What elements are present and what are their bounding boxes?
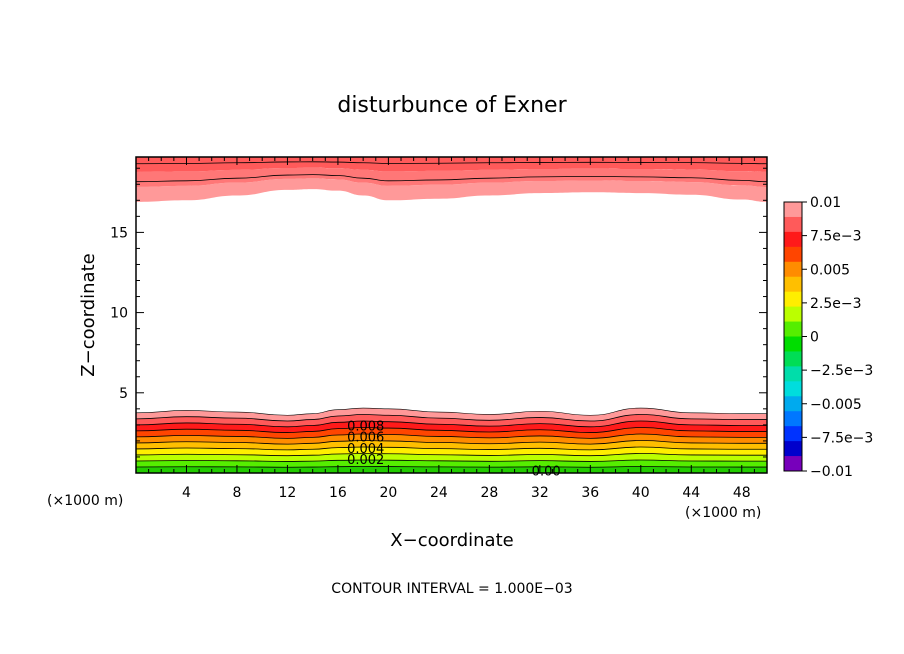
- colorbar-swatch: [784, 246, 802, 263]
- contour-line: [135, 453, 768, 457]
- contour-line: [135, 466, 767, 468]
- colorbar-swatch: [784, 441, 802, 457]
- colorbar-tick-label: 7.5e−3: [810, 229, 862, 245]
- field-band-top: [136, 157, 767, 172]
- field-band-bottom: [136, 414, 767, 427]
- x-tick-label: 28: [480, 485, 498, 501]
- contour-line: [135, 161, 768, 165]
- colorbar-swatch: [784, 396, 802, 412]
- contour-interval-note: CONTOUR INTERVAL = 1.000E−03: [331, 581, 572, 597]
- colorbar: 0.01 7.5e−3 0.005 2.5e−3 0 −2.5e−3 −0.005 −7.5e…: [783, 195, 873, 480]
- contour-label: 0.008: [347, 419, 384, 434]
- colorbar-tick-label: −2.5e−3: [810, 363, 873, 379]
- x-tick-label: 8: [232, 485, 241, 501]
- field-band-bottom: [136, 421, 767, 433]
- colorbar-tick-label: −0.005: [810, 397, 862, 413]
- contour-line: [135, 433, 767, 439]
- contour-label: 0.002: [347, 453, 384, 468]
- colorbar-swatch: [784, 381, 802, 397]
- contour-line: [135, 440, 767, 445]
- y-axis: 5 10 15: [110, 167, 767, 458]
- colorbar-swatch: [784, 426, 802, 442]
- x-tick-label: 40: [632, 485, 650, 501]
- contour-label: 0.00: [532, 464, 561, 479]
- colorbar-swatch: [784, 366, 802, 382]
- colorbar-tick-label: −7.5e−3: [810, 430, 873, 446]
- x-tick-label: 20: [379, 485, 397, 501]
- colorbar-swatch: [784, 306, 802, 323]
- x-axis-label: X−coordinate: [390, 530, 513, 551]
- colorbar-swatch: [784, 202, 802, 218]
- chart-title: disturbunce of Exner: [337, 93, 567, 118]
- plot-field: [135, 157, 768, 473]
- y-tick-label: 10: [110, 306, 128, 322]
- colorbar-swatch: [784, 231, 802, 248]
- x-unit-left: (×1000 m): [47, 493, 123, 509]
- x-tick-label: 24: [430, 485, 448, 501]
- contour-line: [135, 427, 767, 433]
- field-band-bottom: [136, 427, 767, 439]
- colorbar-tick-label: 0: [810, 330, 819, 346]
- y-axis-label: Z−coordinate: [78, 253, 99, 376]
- colorbar-swatch: [784, 216, 802, 233]
- x-unit-right: (×1000 m): [685, 505, 761, 521]
- field-band-bottom: [136, 434, 767, 445]
- colorbar-swatch: [784, 351, 802, 367]
- x-tick-label: 48: [733, 485, 751, 501]
- contour-line: [135, 420, 767, 428]
- field-band-bottom: [136, 453, 767, 462]
- contour-line: [135, 446, 767, 451]
- contour-line: [135, 174, 768, 183]
- colorbar-swatch: [784, 291, 802, 308]
- contour-line: [135, 459, 767, 462]
- x-tick-label: 32: [531, 485, 549, 501]
- y-tick-label: 15: [110, 225, 128, 241]
- contour-label: 0.006: [347, 431, 384, 446]
- y-tick-label: 5: [119, 386, 128, 402]
- x-tick-label: 16: [329, 485, 347, 501]
- colorbar-tick-label: 2.5e−3: [810, 296, 862, 312]
- x-tick-label: 12: [279, 485, 297, 501]
- contour-label: 0.004: [347, 442, 384, 457]
- field-band-bottom: [136, 440, 767, 450]
- field-band-bottom: [136, 408, 767, 422]
- colorbar-tick-label: −0.01: [810, 464, 853, 480]
- colorbar-swatch: [784, 321, 802, 337]
- colorbar-swatch: [784, 411, 802, 427]
- colorbar-swatch: [784, 276, 802, 293]
- x-tick-label: 36: [581, 485, 599, 501]
- colorbar-swatch: [784, 336, 802, 352]
- colorbar-tick-label: 0.01: [810, 195, 841, 211]
- field-band-top: [136, 167, 767, 187]
- field-band-top: [136, 178, 767, 202]
- contour-line: [135, 414, 767, 422]
- colorbar-swatch: [784, 456, 802, 472]
- x-tick-label: 44: [682, 485, 700, 501]
- x-tick-label: 4: [182, 485, 191, 501]
- field-band-bottom: [136, 460, 767, 468]
- contour-line: [135, 407, 767, 416]
- colorbar-tick-label: 0.005: [810, 262, 850, 278]
- colorbar-swatch: [784, 261, 802, 278]
- x-axis: 4 8 12 16 20 24 28 32 36 40 44 48: [148, 157, 755, 501]
